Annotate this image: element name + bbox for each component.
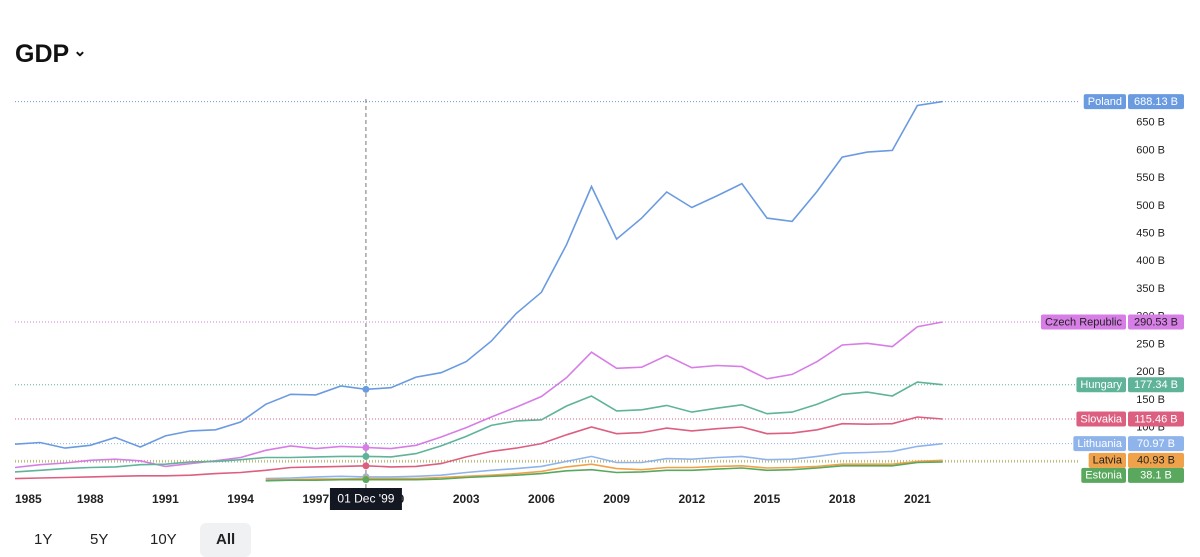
y-tick-label: 600 B <box>1136 144 1165 156</box>
name-tag-bg <box>1073 436 1126 452</box>
name-tag-bg <box>1083 94 1126 110</box>
name-tag-bg <box>1081 467 1126 483</box>
value-label: 40.93 B <box>1137 455 1175 467</box>
series-line <box>14 381 943 473</box>
value-tag-bg <box>1128 94 1184 110</box>
x-tick-label: 2021 <box>904 492 931 506</box>
x-tick-label: 1985 <box>15 492 42 506</box>
x-tick-label: 2003 <box>453 492 480 506</box>
x-tick-label: 2012 <box>678 492 705 506</box>
range-button[interactable]: 5Y <box>90 531 109 548</box>
legend-label: Slovakia <box>1080 413 1122 425</box>
name-tag-bg <box>1040 314 1126 330</box>
crosshair-dot <box>362 462 370 470</box>
crosshair-dot <box>362 444 370 452</box>
title-text: GDP <box>15 40 70 68</box>
legend-label: Poland <box>1088 96 1122 108</box>
title-chevron: ⌄ <box>73 43 87 60</box>
value-tag-bg <box>1128 314 1184 330</box>
name-tag-bg <box>1076 377 1126 393</box>
series-line <box>14 321 943 469</box>
x-tick-label: 2015 <box>754 492 781 506</box>
series-line <box>265 461 943 482</box>
crosshair-dot <box>362 476 370 484</box>
series-line <box>265 442 943 480</box>
y-tick-label: 250 B <box>1136 338 1165 350</box>
range-button[interactable]: 10Y <box>150 531 177 548</box>
y-tick-label: 200 B <box>1136 366 1165 378</box>
price-tag: Czech Republic 290.53 B <box>1040 314 1184 330</box>
y-tick-label: 150 B <box>1136 394 1165 406</box>
price-tag: Slovakia 115.46 B <box>1076 411 1184 427</box>
y-tick-label: 350 B <box>1136 283 1165 295</box>
value-tag-bg <box>1128 436 1184 452</box>
y-tick-label: 450 B <box>1136 227 1165 239</box>
value-tag-bg <box>1128 452 1184 468</box>
value-label: 70.97 B <box>1137 438 1175 450</box>
price-tag: Poland 688.13 B <box>1083 94 1184 110</box>
x-tick-label: 1997 <box>302 492 329 506</box>
range-button[interactable]: 1Y <box>34 531 53 548</box>
price-tag: Estonia 38.1 B <box>1081 467 1184 483</box>
x-tick-label: 2018 <box>829 492 856 506</box>
legend-label: Estonia <box>1085 470 1123 482</box>
value-label: 177.34 B <box>1134 379 1178 391</box>
y-tick-label: 650 B <box>1136 117 1165 129</box>
value-label: 115.46 B <box>1134 413 1177 425</box>
series-line <box>265 459 943 481</box>
name-tag-bg <box>1088 452 1126 468</box>
crosshair-dot <box>362 452 370 460</box>
value-label: 38.1 B <box>1140 470 1172 482</box>
legend-label: Hungary <box>1080 379 1122 391</box>
range-button[interactable]: All <box>200 523 252 557</box>
value-tag-bg <box>1128 411 1184 427</box>
x-tick-label: 1991 <box>152 492 179 506</box>
value-label: 290.53 B <box>1134 316 1178 328</box>
y-tick-label: 400 B <box>1136 255 1165 267</box>
y-tick-label: 500 B <box>1136 200 1165 212</box>
value-tag-bg <box>1128 467 1184 483</box>
value-label: 688.13 B <box>1134 96 1178 108</box>
legend-label: Lithuania <box>1077 438 1123 450</box>
x-tick-label: 1988 <box>77 492 104 506</box>
price-tag: Hungary 177.34 B <box>1076 377 1184 393</box>
price-tag: Lithuania 70.97 B <box>1073 436 1184 452</box>
price-tag: Latvia 40.93 B <box>1088 452 1184 468</box>
crosshair-tooltip-bg <box>329 488 402 510</box>
chart-title[interactable]: GDP ⌄ <box>15 40 87 69</box>
crosshair-dot <box>362 385 370 393</box>
legend-label: Czech Republic <box>1045 316 1123 328</box>
crosshair-tooltip: 01 Dec '99 <box>337 492 394 506</box>
series-line <box>14 416 943 480</box>
x-tick-label: 2009 <box>603 492 630 506</box>
value-tag-bg <box>1128 377 1184 393</box>
name-tag-bg <box>1076 411 1126 427</box>
legend-label: Latvia <box>1093 455 1123 467</box>
x-tick-label: 2006 <box>528 492 555 506</box>
x-tick-label: 1994 <box>227 492 254 506</box>
y-tick-label: 550 B <box>1136 172 1165 184</box>
series-line <box>14 100 943 449</box>
